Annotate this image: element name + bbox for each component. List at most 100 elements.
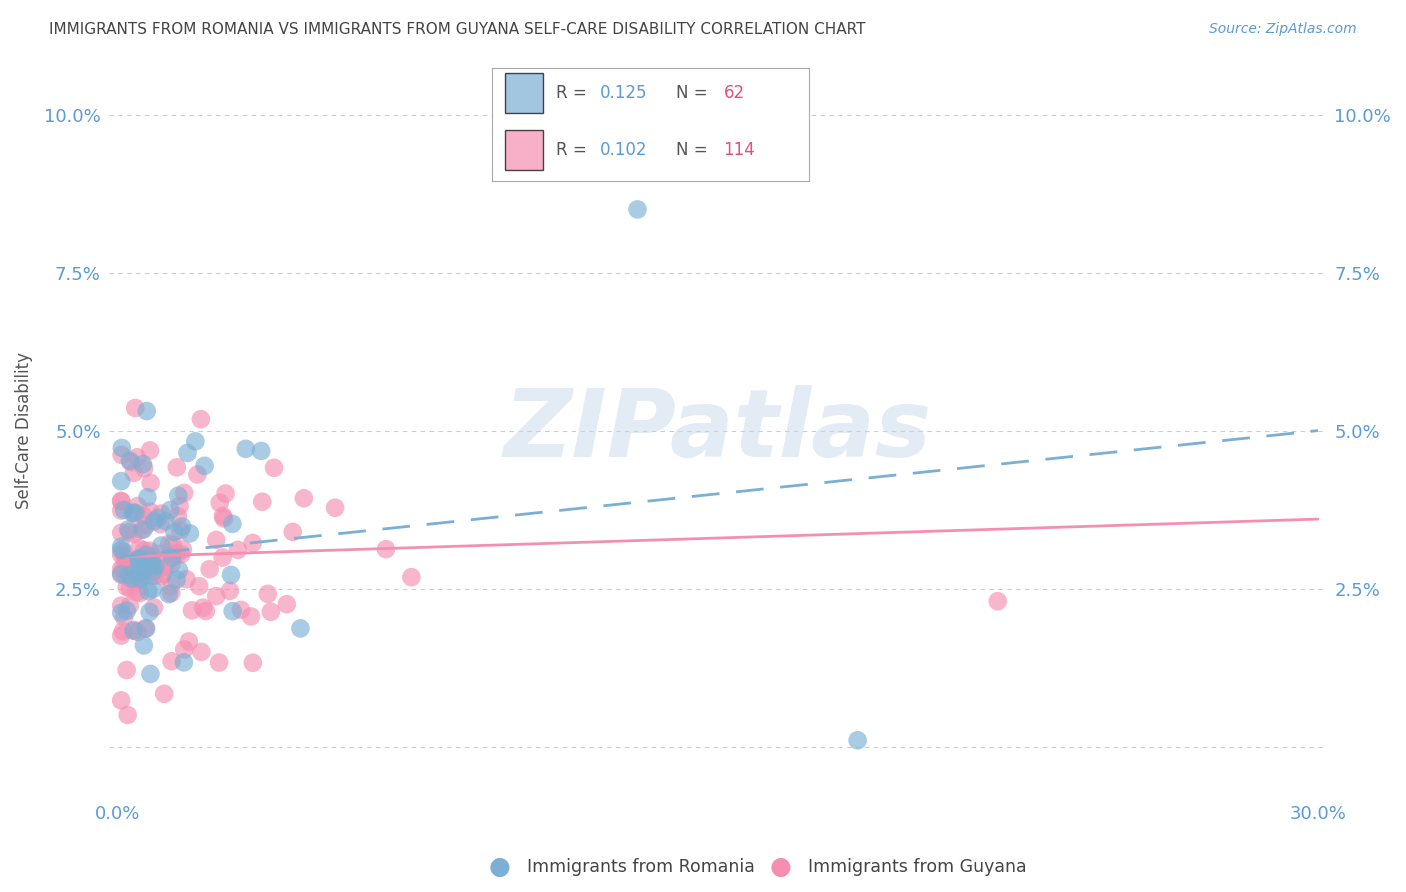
Point [139,443,162,458]
Point [117,523,139,537]
Point [124,506,146,520]
Point [150,569,173,583]
Point [129,572,152,586]
Point [142,569,165,583]
Point [110,494,132,508]
Point [176,446,198,460]
Text: Immigrants from Guyana: Immigrants from Guyana [808,858,1026,876]
Point [172,519,194,533]
Point [292,491,315,506]
Point [110,629,132,643]
Point [135,622,157,636]
Point [136,490,159,504]
Point [129,586,152,600]
Point [166,460,188,475]
Point [112,503,135,517]
Point [132,569,155,583]
Point [157,537,180,551]
Point [167,563,190,577]
Point [169,524,191,538]
Point [115,604,138,618]
Point [194,458,217,473]
Point [110,474,132,488]
Point [152,566,174,581]
Point [167,509,190,524]
Point [240,609,263,624]
Point [135,548,157,562]
Point [281,524,304,539]
Text: ●: ● [769,855,792,879]
Point [112,560,135,574]
Text: Immigrants from Romania: Immigrants from Romania [527,858,755,876]
Point [128,573,150,587]
Point [170,547,193,561]
Point [250,444,273,458]
Point [143,568,166,582]
Text: Source: ZipAtlas.com: Source: ZipAtlas.com [1209,22,1357,37]
Point [127,552,149,566]
Point [138,605,160,619]
Point [142,558,165,573]
Point [128,566,150,581]
Point [142,582,165,597]
Point [172,542,194,557]
Point [139,667,162,681]
Point [211,550,233,565]
Point [132,508,155,523]
Point [122,527,145,541]
Point [128,541,150,555]
Point [124,401,146,415]
Point [160,654,183,668]
Point [139,505,162,519]
Point [111,441,134,455]
Point [112,545,135,559]
Point [191,600,214,615]
Y-axis label: Self-Care Disability: Self-Care Disability [15,352,32,509]
Point [110,567,132,582]
Point [155,514,177,528]
Point [122,507,145,521]
Point [162,538,184,552]
Point [132,543,155,558]
Point [111,624,134,639]
Point [127,624,149,639]
Point [263,460,285,475]
Text: ●: ● [488,855,510,879]
Point [235,442,257,456]
Point [115,570,138,584]
Point [252,494,274,508]
Point [181,603,204,617]
Point [208,496,231,510]
Point [134,556,156,570]
Point [166,547,188,561]
Point [226,542,249,557]
Point [169,499,191,513]
Point [139,475,162,490]
Point [290,621,312,635]
Point [276,597,298,611]
Point [146,511,169,525]
Point [242,656,264,670]
Point [218,583,240,598]
Point [114,550,136,565]
Point [121,506,143,520]
Point [110,525,132,540]
Point [118,599,141,613]
Point [111,448,134,462]
Text: IMMIGRANTS FROM ROMANIA VS IMMIGRANTS FROM GUYANA SELF-CARE DISABILITY CORRELATI: IMMIGRANTS FROM ROMANIA VS IMMIGRANTS FR… [49,22,866,37]
Point [142,563,165,577]
Point [125,562,148,576]
Point [160,557,183,571]
Point [138,543,160,558]
Point [150,507,173,521]
Point [401,570,423,584]
Point [143,600,166,615]
Point [153,687,176,701]
Point [115,663,138,677]
Point [110,566,132,581]
Point [112,610,135,624]
Point [173,656,195,670]
Point [142,565,165,579]
Point [260,605,283,619]
Point [132,457,155,471]
